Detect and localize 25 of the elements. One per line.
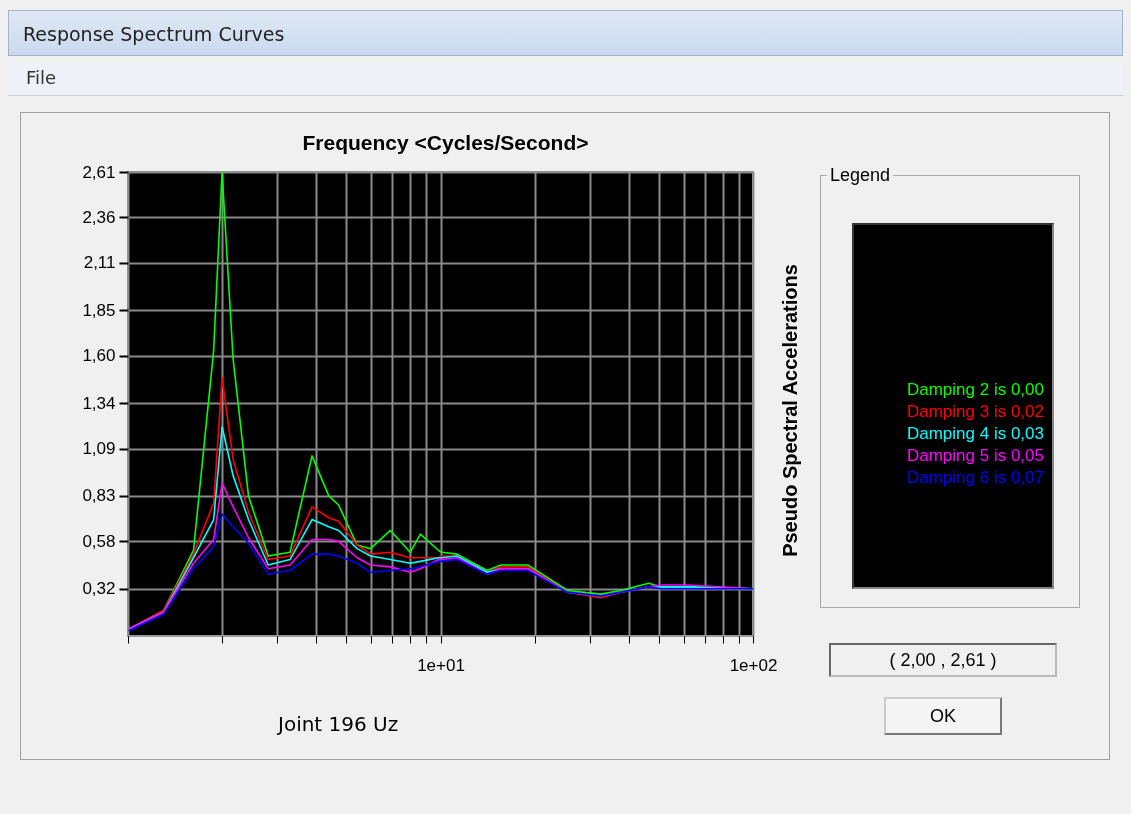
ok-button: OK	[884, 697, 1002, 735]
x-tick-label: 1e+02	[729, 655, 778, 675]
y-tick-label: 0,83	[82, 486, 116, 506]
text: Damping 4 is 0,03	[906, 422, 1044, 445]
chart-title: Response Spectrum Curves	[8, 10, 1123, 56]
y-tick-label: 2,61	[82, 162, 116, 182]
y-tick-label: 1,85	[82, 300, 116, 320]
y-tick-label: 1,34	[82, 393, 116, 413]
y-tick-label: 2,11	[83, 253, 116, 273]
y-tick-label: 1,09	[82, 439, 116, 459]
legend-title: Legend	[829, 165, 892, 186]
y-tick-label: 2,36	[82, 207, 116, 227]
x-tick-label: 1e+01	[417, 655, 465, 675]
text: File	[8, 62, 1123, 96]
y-tick-label: 1,60	[82, 346, 116, 366]
text: Damping 2 is 0,00	[906, 378, 1044, 401]
text: Joint 196 Uz	[278, 712, 399, 736]
x-axis-title: Frequency <Cycles/Second>	[302, 130, 589, 154]
readout-field: ( 2,00 , 2,61 )	[829, 643, 1057, 677]
text: Damping 6 is 0,07	[906, 466, 1044, 489]
y-tick-label: 0,58	[82, 531, 116, 551]
y-tick-label: 0,32	[82, 579, 116, 599]
text: Damping 5 is 0,05	[906, 444, 1044, 467]
text: Damping 3 is 0,02	[906, 400, 1044, 423]
y-axis-title: Pseudo Spectral Accelerations	[778, 264, 801, 557]
